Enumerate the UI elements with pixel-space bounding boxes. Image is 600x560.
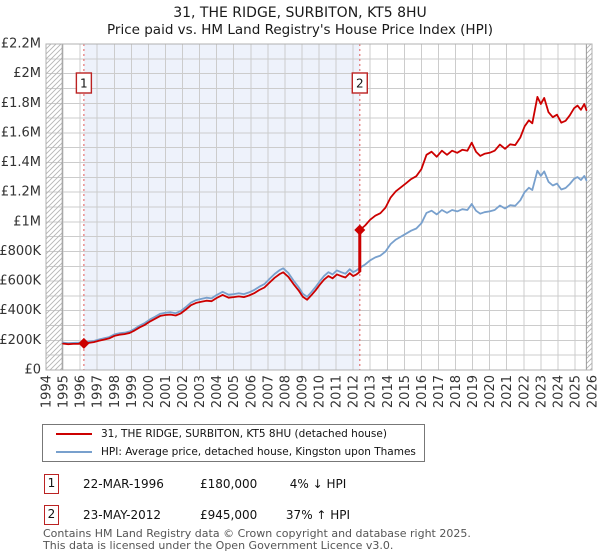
svg-text:2001: 2001 [159,375,174,408]
svg-text:2018: 2018 [449,375,464,408]
sale-1-number-box: 1 [44,474,59,494]
svg-text:2013: 2013 [364,375,379,408]
svg-text:2026: 2026 [586,375,600,408]
svg-text:2021: 2021 [500,375,515,408]
license-footer: Contains HM Land Registry data © Crown c… [43,528,471,551]
price-history-chart: 1 2 £0 £200K £400K £600K £800K £1M £1.2M £1.4M £1.… [0,37,600,409]
svg-text:2012: 2012 [347,375,362,408]
svg-text:2009: 2009 [295,375,310,408]
svg-text:£0: £0 [24,363,41,378]
legend-item-property: 31, THE RIDGE, SURBITON, KT5 8HU (detach… [43,427,424,441]
sale-annotation-2: 2 23-MAY-2012 £945,000 37% ↑ HPI [0,505,600,527]
svg-text:£2M: £2M [13,66,41,81]
svg-text:2014: 2014 [381,375,396,408]
svg-text:2015: 2015 [398,375,413,408]
svg-text:£400K: £400K [0,303,41,318]
svg-text:£1.6M: £1.6M [1,125,41,140]
legend-item-hpi: HPI: Average price, detached house, King… [43,445,424,459]
svg-text:2024: 2024 [551,375,566,408]
svg-text:£1.2M: £1.2M [1,185,41,200]
svg-text:1994: 1994 [40,375,55,408]
sale-1-price: £180,000 [200,477,258,491]
svg-text:1997: 1997 [91,375,106,408]
sale-2-price: £945,000 [200,508,258,522]
svg-text:2002: 2002 [176,375,191,408]
svg-text:2023: 2023 [534,375,549,408]
svg-text:2004: 2004 [210,375,225,408]
svg-text:2: 2 [356,77,364,91]
svg-text:£1.8M: £1.8M [1,96,41,111]
svg-text:£200K: £200K [0,333,41,348]
svg-text:£600K: £600K [0,274,41,289]
svg-text:2005: 2005 [227,375,242,408]
svg-text:2003: 2003 [193,375,208,408]
sale-2-hpi-diff: 37% ↑ HPI [285,508,351,522]
svg-text:2000: 2000 [142,375,157,408]
chart-title: 31, THE RIDGE, SURBITON, KT5 8HU [173,5,427,21]
legend-label-property: 31, THE RIDGE, SURBITON, KT5 8HU (detach… [101,428,387,440]
svg-text:2016: 2016 [415,375,430,408]
svg-text:2008: 2008 [278,375,293,408]
chart-legend: 31, THE RIDGE, SURBITON, KT5 8HU (detach… [42,424,425,462]
svg-text:1: 1 [80,77,88,91]
sale-annotation-1: 1 22-MAR-1996 £180,000 4% ↓ HPI [0,474,600,496]
footer-line-2: This data is licensed under the Open Gov… [43,538,394,552]
sale-2-date: 23-MAY-2012 [83,508,162,522]
sale-1-hpi-diff: 4% ↓ HPI [289,477,347,491]
svg-text:2007: 2007 [261,375,276,408]
svg-text:£1.4M: £1.4M [1,155,41,170]
svg-text:2006: 2006 [244,375,259,408]
legend-label-hpi: HPI: Average price, detached house, King… [101,446,416,458]
blue-line-swatch [56,451,92,453]
footer-line-1: Contains HM Land Registry data © Crown c… [43,527,471,540]
svg-text:£800K: £800K [0,244,41,259]
sale-2-number-box: 2 [44,505,59,525]
sale-1-date: 22-MAR-1996 [83,477,164,491]
svg-text:2025: 2025 [568,375,583,408]
svg-text:2017: 2017 [432,375,447,408]
chart-subtitle: Price paid vs. HM Land Registry's House … [107,22,493,38]
svg-text:1996: 1996 [74,375,89,408]
svg-text:2011: 2011 [330,375,345,408]
svg-text:£2.2M: £2.2M [1,37,41,52]
svg-text:£1M: £1M [13,214,41,229]
svg-text:1999: 1999 [125,375,140,408]
red-line-swatch [56,433,92,435]
svg-text:2020: 2020 [483,375,498,408]
svg-text:2019: 2019 [466,375,481,408]
svg-text:2022: 2022 [517,375,532,408]
svg-text:2010: 2010 [313,375,328,408]
svg-text:1998: 1998 [108,375,123,408]
svg-text:1995: 1995 [57,375,72,408]
